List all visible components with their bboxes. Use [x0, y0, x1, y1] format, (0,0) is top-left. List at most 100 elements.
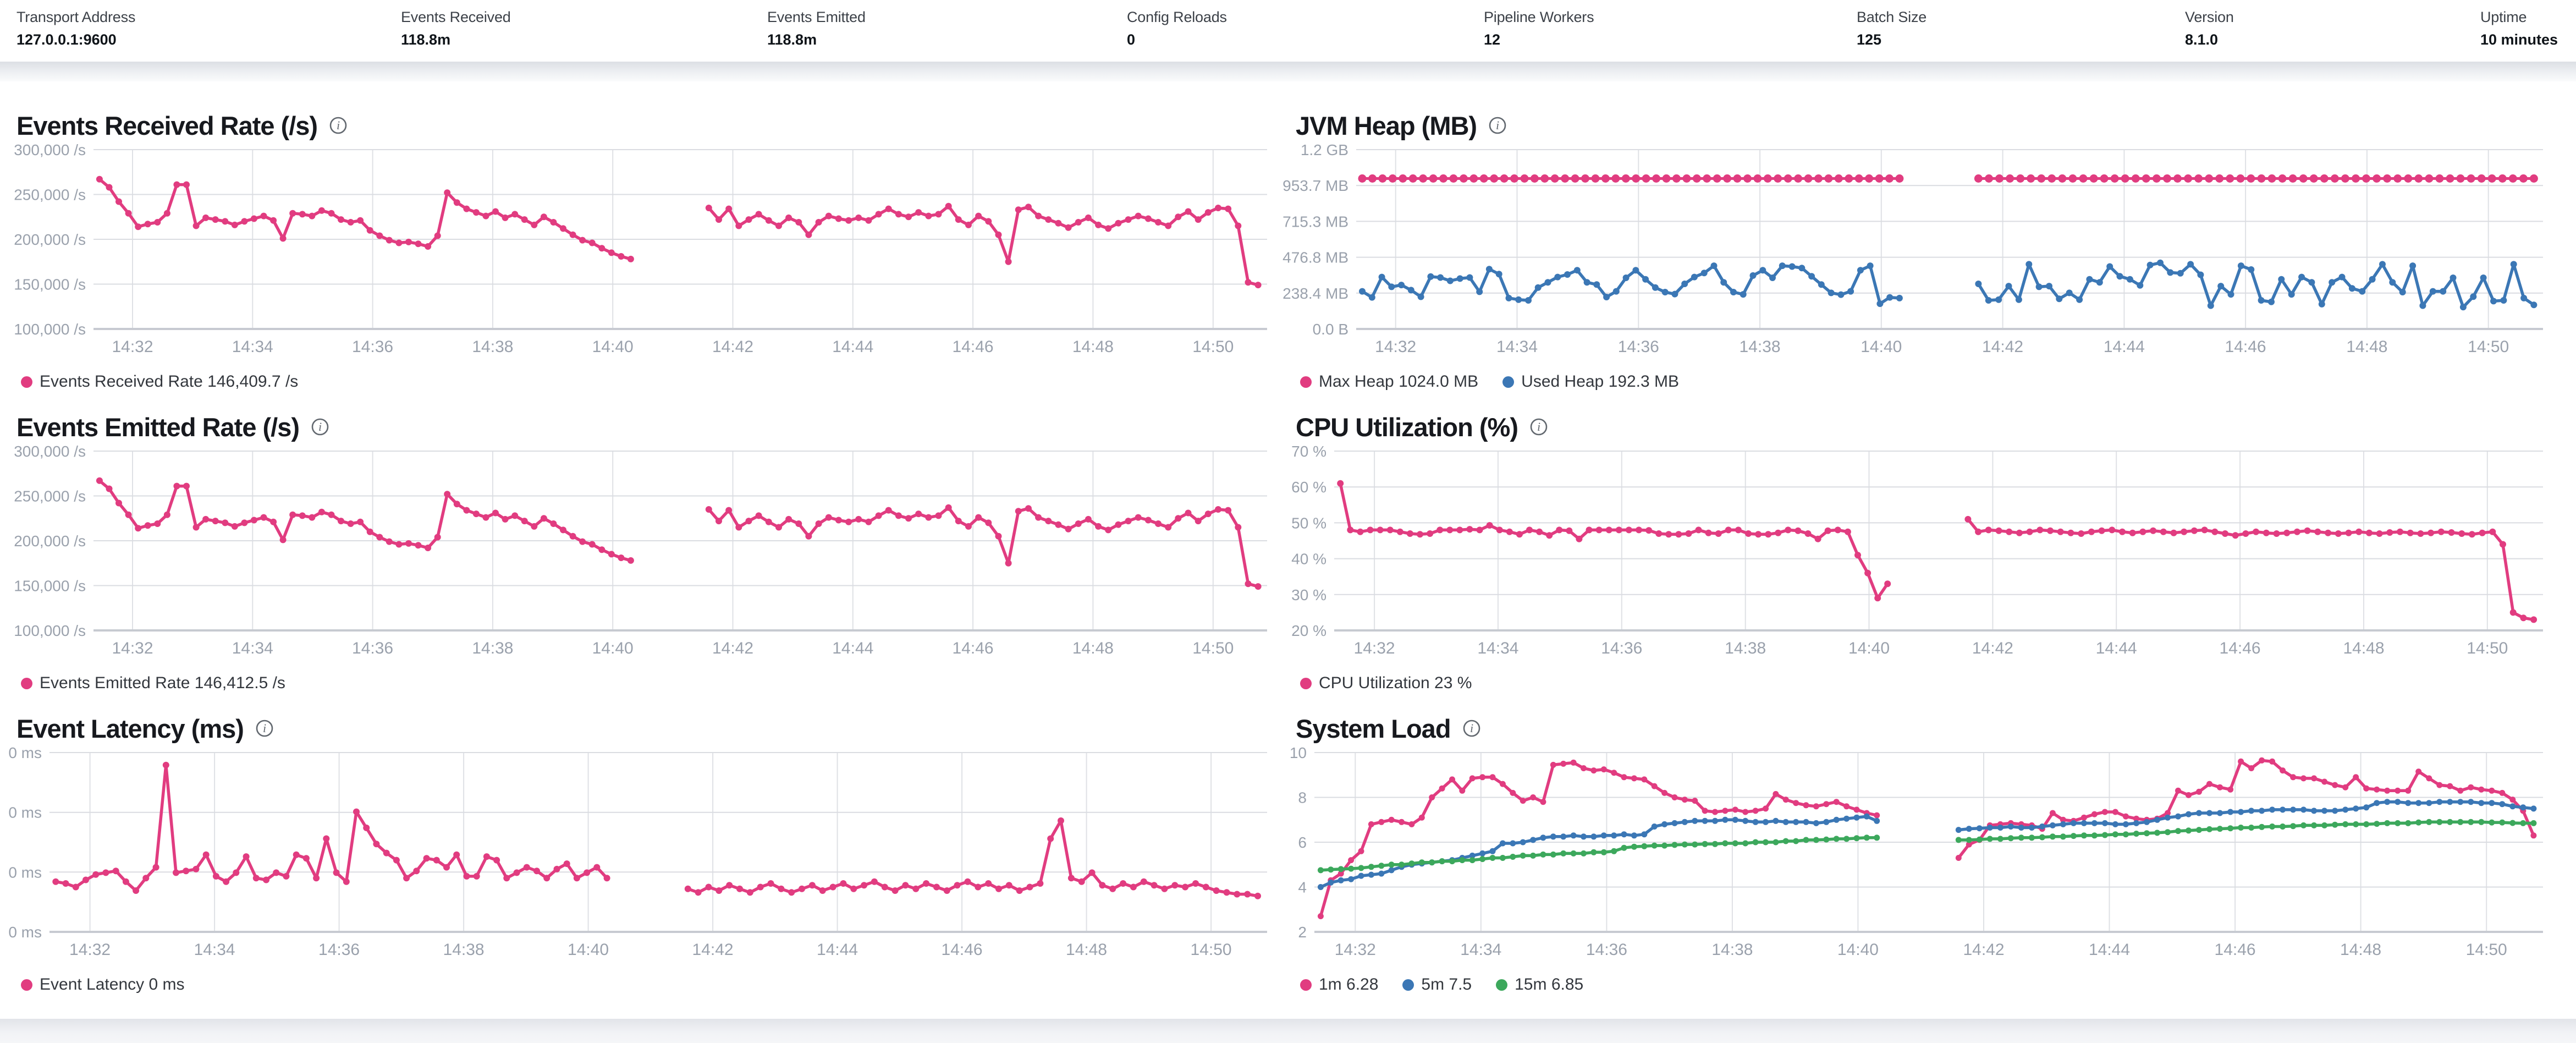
stat-value: 118.8m: [767, 31, 866, 48]
x-tick-label: 14:40: [1848, 639, 1890, 657]
x-tick-label: 14:32: [1375, 338, 1416, 356]
x-axis-labels: 14:3214:3414:3614:3814:4014:4214:4414:46…: [112, 639, 1234, 657]
series-blue: [1359, 260, 2537, 311]
svg-text:i: i: [318, 420, 322, 433]
chart-events-received-rate[interactable]: 300,000 /s250,000 /s200,000 /s150,000 /s…: [16, 142, 1276, 367]
y-tick-label: 30 %: [1291, 586, 1326, 603]
info-icon[interactable]: i: [1529, 417, 1549, 437]
x-tick-label: 14:50: [1192, 338, 1234, 356]
panel-system-load: System Load i10864214:3214:3414:3614:381…: [1296, 712, 2552, 991]
x-tick-label: 14:34: [194, 941, 235, 959]
stat-label: Events Received: [401, 9, 511, 26]
svg-text:i: i: [1537, 420, 1540, 433]
chart-legend: CPU Utilization 23 %: [1300, 677, 2552, 690]
legend-item: Event Latency 0 ms: [21, 975, 184, 994]
series-pink: [1358, 174, 2538, 183]
y-tick-label: 0 ms: [8, 864, 42, 881]
x-tick-label: 14:36: [352, 338, 393, 356]
info-icon[interactable]: i: [310, 417, 330, 437]
info-icon[interactable]: i: [255, 718, 274, 738]
x-tick-label: 14:48: [2346, 338, 2387, 356]
chart-title: Events Emitted Rate (/s): [16, 412, 299, 442]
y-tick-label: 70 %: [1291, 443, 1326, 460]
y-axis-labels: 108642: [1290, 744, 1307, 941]
stat-version: Version8.1.0: [2185, 9, 2234, 48]
x-tick-label: 14:44: [832, 338, 873, 356]
y-tick-label: 300,000 /s: [14, 443, 86, 460]
chart-title-row: Event Latency (ms) i: [16, 712, 1276, 745]
svg-text:i: i: [337, 118, 340, 132]
chart-event-latency[interactable]: 0 ms0 ms0 ms0 ms14:3214:3414:3614:3814:4…: [16, 745, 1276, 970]
x-axis-labels: 14:3214:3414:3614:3814:4014:4214:4414:46…: [1375, 338, 2509, 356]
chart-title: System Load: [1296, 713, 1451, 744]
x-tick-label: 14:48: [1072, 639, 1114, 657]
legend-label: Used Heap 192.3 MB: [1521, 372, 1679, 391]
legend-dot: [1496, 979, 1507, 991]
info-icon[interactable]: i: [1488, 116, 1507, 135]
node-summary-bar: Transport Address127.0.0.1:9600Events Re…: [0, 0, 2576, 62]
x-tick-label: 14:38: [1740, 338, 1781, 356]
x-tick-label: 14:46: [942, 941, 983, 959]
series-pink: [52, 762, 1261, 899]
stat-uptime: Uptime10 minutes: [2480, 9, 2558, 48]
legend-label: Events Emitted Rate 146,412.5 /s: [40, 674, 285, 693]
y-tick-label: 238.4 MB: [1283, 285, 1348, 302]
svg-text:i: i: [1469, 721, 1473, 735]
legend-dot: [1502, 376, 1514, 388]
x-tick-label: 14:34: [232, 338, 273, 356]
legend-label: 15m 6.85: [1515, 975, 1583, 994]
y-tick-label: 715.3 MB: [1283, 213, 1348, 230]
chart-cpu-utilization[interactable]: 70 %60 %50 %40 %30 %20 %14:3214:3414:361…: [1296, 443, 2552, 669]
y-tick-label: 10: [1290, 744, 1307, 761]
x-tick-label: 14:38: [443, 941, 485, 959]
x-tick-label: 14:50: [1192, 639, 1234, 657]
chart-jvm-heap[interactable]: 1.2 GB953.7 MB715.3 MB476.8 MB238.4 MB0.…: [1296, 142, 2552, 367]
svg-text:i: i: [263, 721, 266, 735]
x-tick-label: 14:32: [1335, 941, 1376, 959]
legend-label: CPU Utilization 23 %: [1319, 674, 1472, 693]
stat-events-received: Events Received 118.8m: [401, 9, 511, 48]
info-icon[interactable]: i: [1462, 718, 1482, 738]
y-tick-label: 0.0 B: [1313, 321, 1348, 338]
legend-item: 5m 7.5: [1402, 975, 1472, 994]
x-tick-label: 14:42: [692, 941, 734, 959]
y-tick-label: 0 ms: [8, 744, 42, 761]
legend-dot: [1300, 979, 1312, 991]
y-tick-label: 60 %: [1291, 479, 1326, 496]
x-axis-labels: 14:3214:3414:3614:3814:4014:4214:4414:46…: [69, 941, 1232, 959]
stat-value: 118.8m: [401, 31, 511, 48]
y-axis-labels: 0 ms0 ms0 ms0 ms: [8, 744, 42, 941]
x-tick-label: 14:44: [2104, 338, 2145, 356]
legend-label: Events Received Rate 146,409.7 /s: [40, 372, 298, 391]
series-pink: [1337, 480, 2537, 623]
y-tick-label: 300,000 /s: [14, 141, 86, 158]
x-tick-label: 14:34: [1460, 941, 1501, 959]
footer-bar: [0, 1019, 2576, 1043]
x-tick-label: 14:40: [592, 639, 634, 657]
y-axis-labels: 300,000 /s250,000 /s200,000 /s150,000 /s…: [14, 141, 86, 338]
info-icon[interactable]: i: [328, 116, 348, 135]
stat-label: Batch Size: [1857, 9, 1927, 26]
chart-events-emitted-rate[interactable]: 300,000 /s250,000 /s200,000 /s150,000 /s…: [16, 443, 1276, 669]
legend-label: Event Latency 0 ms: [40, 975, 184, 994]
chart-legend: 1m 6.285m 7.515m 6.85: [1300, 978, 2552, 991]
x-tick-label: 14:32: [69, 941, 111, 959]
y-tick-label: 100,000 /s: [14, 321, 86, 338]
x-tick-label: 14:34: [1496, 338, 1538, 356]
legend-label: 5m 7.5: [1421, 975, 1472, 994]
y-tick-label: 150,000 /s: [14, 276, 86, 293]
svg-text:i: i: [1496, 118, 1499, 132]
series-pink: [96, 477, 1262, 590]
x-tick-label: 14:40: [568, 941, 609, 959]
legend-label: Max Heap 1024.0 MB: [1319, 372, 1478, 391]
x-tick-label: 14:32: [1354, 639, 1395, 657]
x-tick-label: 14:42: [1972, 639, 2013, 657]
y-axis-labels: 300,000 /s250,000 /s200,000 /s150,000 /s…: [14, 443, 86, 639]
x-tick-label: 14:32: [112, 639, 153, 657]
stat-value: 12: [1484, 31, 1594, 48]
chart-legend: Events Emitted Rate 146,412.5 /s: [21, 677, 1276, 690]
x-tick-label: 14:44: [2089, 941, 2130, 959]
stat-label: Events Emitted: [767, 9, 866, 26]
y-tick-label: 150,000 /s: [14, 578, 86, 595]
chart-system-load[interactable]: 10864214:3214:3414:3614:3814:4014:4214:4…: [1296, 745, 2552, 970]
